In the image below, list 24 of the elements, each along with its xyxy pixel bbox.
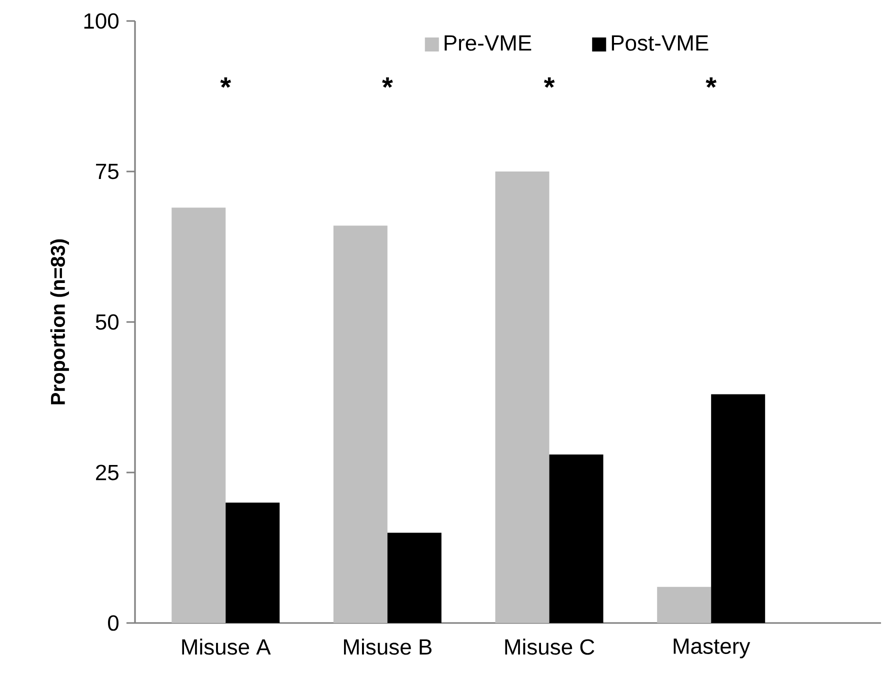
x-tick-label: Misuse B — [344, 638, 432, 655]
bar — [172, 208, 226, 623]
bar — [495, 171, 550, 623]
bar — [711, 394, 766, 623]
bar — [226, 502, 280, 623]
bar — [549, 454, 604, 623]
annotation: * — [544, 77, 555, 88]
y-tick-label: 25 — [96, 464, 118, 480]
x-tick-label: Misuse C — [505, 638, 594, 655]
annotation: * — [220, 77, 232, 88]
bar — [657, 586, 712, 623]
y-tick-label: 0 — [108, 615, 119, 631]
y-tick-label: 50 — [96, 314, 119, 330]
bar — [333, 226, 388, 623]
y-axis-title: Proportion (n=83) — [50, 239, 69, 404]
y-tick-label: 100 — [84, 13, 119, 29]
legend-label: Post-VME — [612, 35, 708, 51]
legend-label: Pre-VME — [444, 35, 532, 51]
x-tick-label: Misuse A — [182, 638, 271, 655]
bar — [387, 532, 442, 623]
y-tick-label: 75 — [96, 164, 118, 180]
x-tick-label: Mastery — [674, 638, 750, 658]
annotation: * — [706, 77, 717, 88]
annotation: * — [382, 77, 393, 88]
